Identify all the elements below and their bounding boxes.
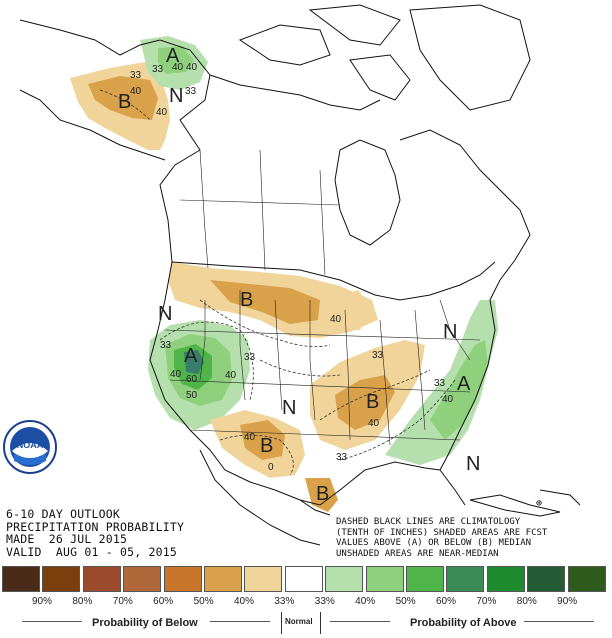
southeast-below-core [335, 375, 395, 430]
north-central-below [330, 290, 372, 330]
precipitation-outlook-map: A B N B N A N B B B N A N 33 40 33 40 33… [19, 4, 581, 546]
note-line: UNSHADED AREAS ARE NEAR-MEDIAN [336, 548, 499, 559]
probability-legend: 90% 80% 70% 60% 50% 40% 33% 33% 40% 50% 60% 70% 80% 9… [0, 566, 612, 638]
legend-percent-label: 80% [72, 596, 93, 607]
contour-label: 40 [172, 62, 184, 73]
legend-percent-label: 90% [557, 596, 578, 607]
contour-label: 33 [130, 70, 142, 81]
legend-swatch [325, 566, 364, 592]
contour-label: 33 [185, 86, 197, 97]
legend-swatch [446, 566, 485, 592]
legend-percent-label: 80% [516, 596, 537, 607]
contour-label: 40 [368, 418, 380, 429]
east-coast-above-region [385, 300, 498, 465]
contour-label: 40 [330, 314, 342, 325]
label-texas-below: B [316, 483, 329, 505]
label-north-below: B [240, 289, 253, 311]
legend-swatch [163, 566, 202, 592]
label-northeast-normal: N [443, 321, 457, 343]
legend-percent-label: 40% [355, 596, 376, 607]
map-notes: DASHED BLACK LINES ARE CLIMATOLOGY (TENTH… [336, 517, 548, 559]
legend-swatch [42, 566, 81, 592]
contour-label: 40 [130, 86, 142, 97]
legend-swatch [567, 566, 606, 592]
contour-label: 33 [434, 378, 446, 389]
contour-label: 40 [156, 107, 168, 118]
contour-label: 0 [268, 462, 274, 473]
outlook-title: 6-10 DAY OUTLOOK [6, 507, 120, 521]
contour-label: 33 [336, 452, 348, 463]
contour-label: 40 [244, 432, 256, 443]
contour-label: 33 [372, 350, 384, 361]
contour-label: 40 [225, 370, 237, 381]
legend-percent-label: 40% [233, 596, 254, 607]
east-coast-above-core [430, 340, 488, 440]
southwest-above-peak [184, 350, 204, 374]
label-florida-normal: N [466, 453, 480, 475]
legend-swatch [527, 566, 566, 592]
note-line: (TENTH OF INCHES) SHADED AREAS ARE FCST [336, 527, 548, 538]
legend-swatch [204, 566, 242, 592]
legend-percent-label: 60% [435, 596, 456, 607]
note-line: VALUES ABOVE (A) OR BELOW (B) MEDIAN [336, 538, 532, 548]
label-southwest-above: A [184, 345, 198, 367]
noaa-logo-text: NOAA [17, 440, 44, 450]
legend-swatch [2, 566, 40, 592]
outlook-valid-dates: VALID AUG 01 - 05, 2015 [6, 544, 177, 559]
alaska-below-core [88, 76, 158, 120]
legend-below-label: Probability of Below [92, 617, 198, 629]
legend-percent-label: 33% [314, 596, 335, 607]
label-west-normal: N [158, 303, 172, 325]
label-southeast-above: A [457, 373, 471, 395]
legend-swatch [365, 566, 404, 592]
label-south-below: B [260, 435, 273, 457]
contour-label: 50 [186, 390, 198, 401]
note-line: DASHED BLACK LINES ARE CLIMATOLOGY [336, 517, 521, 527]
legend-swatch [284, 566, 323, 592]
legend-percent-label: 70% [112, 596, 133, 607]
legend-above-label: Probability of Above [410, 617, 517, 629]
contour-label: 33 [160, 340, 172, 351]
contour-label: 33 [244, 352, 256, 363]
contour-label: 33 [152, 64, 164, 75]
legend-swatch [82, 566, 121, 592]
contour-label: 40 [186, 62, 198, 73]
label-southeast-below: B [366, 391, 379, 413]
label-alaska-normal: N [169, 85, 183, 107]
outlook-info: 6-10 DAY OUTLOOK PRECIPITATION PROBABILIT… [6, 508, 184, 558]
legend-swatch [486, 566, 525, 592]
north-below-core [210, 280, 320, 324]
legend-swatch [406, 566, 444, 592]
outlook-made-date: MADE 26 JUL 2015 [6, 532, 128, 546]
contour-label: 60 [186, 374, 198, 385]
noaa-logo: NOAA [3, 420, 57, 474]
label-central-normal: N [282, 397, 296, 419]
legend-percent-label: 50% [395, 596, 416, 607]
legend-normal-label: Normal [285, 617, 313, 626]
legend-percent-label: 70% [476, 596, 497, 607]
legend-percent-label: 50% [193, 596, 214, 607]
legend-percent-label: 33% [274, 596, 295, 607]
texas-below-core [240, 420, 285, 460]
contour-label: 40 [442, 394, 454, 405]
contour-label: 40 [170, 369, 182, 380]
legend-swatch [123, 566, 162, 592]
outlook-type: PRECIPITATION PROBABILITY [6, 519, 185, 534]
legend-swatch [244, 566, 283, 592]
legend-percent-label: 60% [153, 596, 174, 607]
probability-shading [70, 36, 498, 512]
label-alaska-above: A [166, 45, 180, 67]
alaska-above-core [158, 46, 194, 74]
label-alaska-below: B [118, 91, 131, 113]
svg-text:⊕: ⊕ [536, 498, 542, 509]
legend-percent-label: 90% [31, 596, 52, 607]
